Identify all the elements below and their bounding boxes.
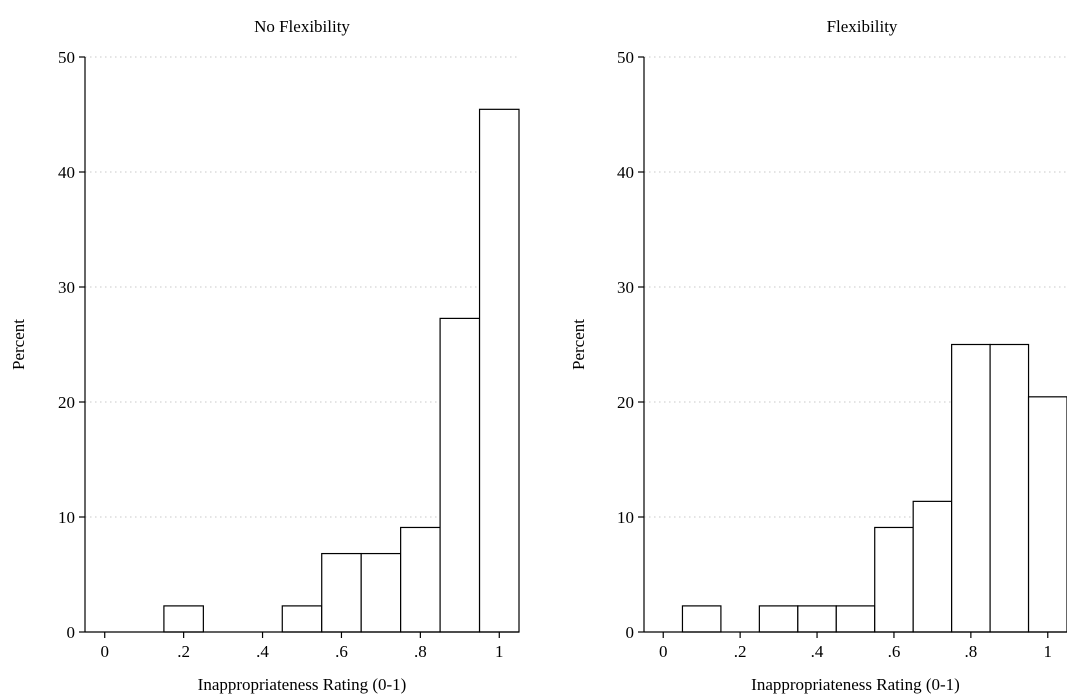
x-tick-label: .2	[734, 642, 747, 661]
y-tick-label: 20	[58, 393, 75, 412]
histogram-bar	[951, 343, 991, 633]
x-tick-label: .2	[177, 642, 190, 661]
x-tick-label: .6	[335, 642, 348, 661]
y-tick-label: 30	[58, 278, 75, 297]
x-tick-label: .8	[964, 642, 977, 661]
y-tick-label: 0	[67, 623, 76, 642]
y-axis-title: Percent	[9, 319, 28, 370]
y-tick-label: 50	[617, 48, 634, 67]
histogram-bar	[874, 526, 914, 633]
chart-title: Flexibility	[827, 17, 898, 36]
histogram-bar	[912, 500, 953, 633]
x-tick-label: .8	[414, 642, 427, 661]
y-tick-label: 40	[58, 163, 75, 182]
histogram-bar	[360, 552, 402, 633]
histogram-bar	[758, 605, 799, 633]
x-tick-label: 0	[659, 642, 668, 661]
x-axis-title: Inappropriateness Rating (0-1)	[751, 675, 960, 694]
x-tick-label: .4	[256, 642, 269, 661]
histogram-bar	[835, 605, 876, 633]
histogram-bar	[400, 526, 441, 633]
y-tick-label: 10	[58, 508, 75, 527]
x-axis-title: Inappropriateness Rating (0-1)	[198, 675, 407, 694]
histogram-bar	[797, 605, 837, 633]
chart-panel-1: 0 10 20 30 40 50 0 .2 .4 .6 .8 1 No Flexibility Inapp…	[9, 17, 520, 694]
x-tick-label: 1	[495, 642, 504, 661]
y-tick-label: 40	[617, 163, 634, 182]
histogram-bar	[439, 317, 481, 633]
histogram-bar	[1027, 396, 1067, 633]
histogram-bar	[989, 343, 1030, 633]
x-tick-label: .4	[811, 642, 824, 661]
histogram-bar	[163, 605, 204, 633]
chart-title: No Flexibility	[254, 17, 350, 36]
y-tick-label: 0	[626, 623, 635, 642]
x-tick-label: 1	[1044, 642, 1053, 661]
y-tick-label: 30	[617, 278, 634, 297]
x-tick-label: 0	[100, 642, 109, 661]
histogram-bar	[281, 605, 323, 633]
histogram-bar	[321, 552, 362, 633]
chart-panel-2: 0 10 20 30 40 50 0 .2 .4 .6 .8 1 Flexibility Inapprop…	[569, 17, 1067, 694]
y-tick-label: 10	[617, 508, 634, 527]
histogram-bar	[681, 605, 722, 633]
y-tick-label: 50	[58, 48, 75, 67]
histogram-bar	[478, 108, 520, 633]
x-tick-label: .6	[888, 642, 901, 661]
y-axis-title: Percent	[569, 319, 588, 370]
y-tick-label: 20	[617, 393, 634, 412]
